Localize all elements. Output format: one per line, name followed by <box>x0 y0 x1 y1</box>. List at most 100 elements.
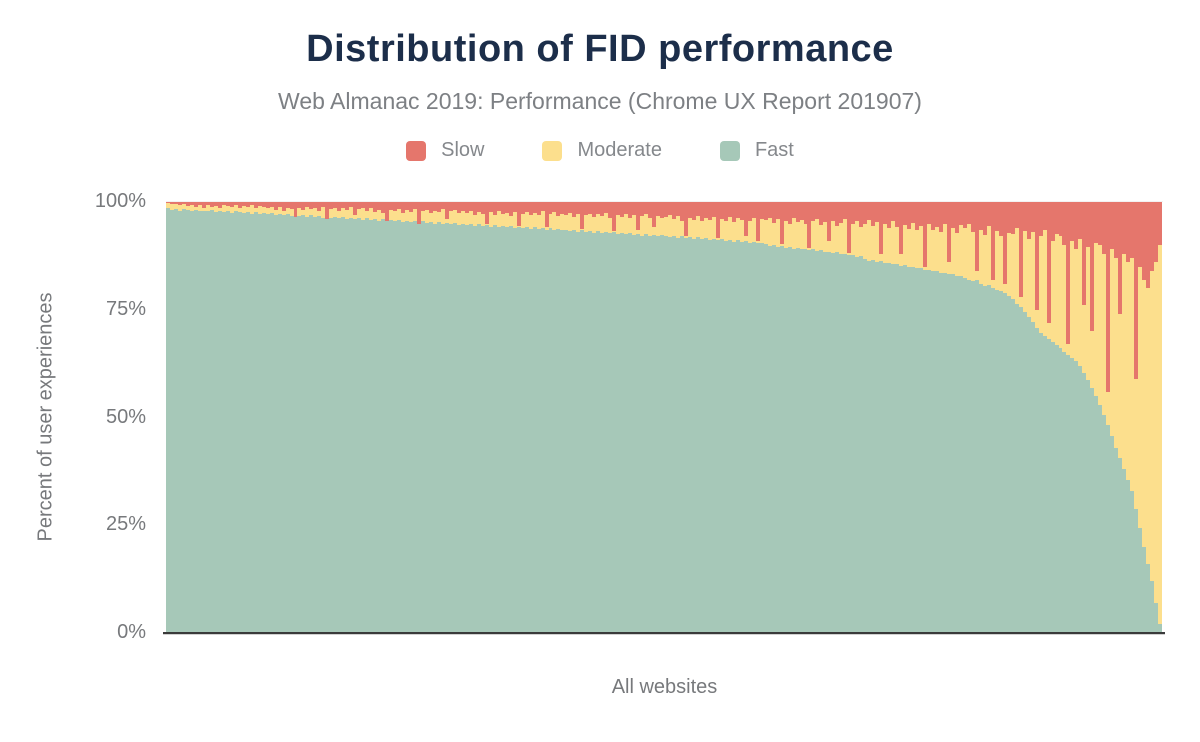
moderate-segment <box>249 205 254 214</box>
moderate-segment <box>751 217 756 242</box>
slow-segment <box>620 202 625 217</box>
slow-segment <box>540 202 545 212</box>
slow-segment <box>799 202 804 220</box>
moderate-segment <box>373 212 378 219</box>
moderate-segment <box>297 207 302 217</box>
stacked-bar <box>831 202 836 633</box>
slow-segment <box>468 202 473 212</box>
fast-segment <box>1026 316 1031 633</box>
moderate-segment <box>508 215 513 227</box>
stacked-bar <box>715 202 720 633</box>
slow-segment <box>484 202 489 224</box>
moderate-segment <box>225 206 230 212</box>
stacked-bar <box>811 202 816 633</box>
fast-segment <box>197 211 202 633</box>
slow-segment <box>373 202 378 213</box>
moderate-segment <box>285 208 290 215</box>
stacked-bar <box>1130 202 1135 633</box>
moderate-segment <box>1078 238 1083 366</box>
fast-segment <box>707 239 712 633</box>
fast-segment <box>361 219 366 633</box>
stacked-bar <box>496 202 501 633</box>
stacked-bar <box>791 202 796 633</box>
fast-swatch-icon <box>719 140 740 161</box>
fast-segment <box>1074 361 1079 633</box>
moderate-segment <box>1050 240 1055 342</box>
moderate-segment <box>1150 270 1155 582</box>
fast-segment <box>927 269 931 633</box>
slow-segment <box>791 202 796 219</box>
slow-segment <box>177 202 182 205</box>
slow-segment <box>269 202 274 207</box>
slow-segment <box>325 202 330 220</box>
fast-segment <box>954 276 959 633</box>
fast-segment <box>946 274 951 633</box>
stacked-bar <box>931 202 935 633</box>
stacked-bar <box>209 202 214 633</box>
stacked-bar <box>1014 202 1019 633</box>
fast-segment <box>1098 404 1103 633</box>
moderate-segment <box>413 209 418 221</box>
stacked-bar <box>1026 202 1031 633</box>
stacked-bar <box>217 202 222 633</box>
moderate-segment <box>819 225 824 251</box>
moderate-segment <box>1070 240 1075 358</box>
stacked-bar <box>488 202 493 633</box>
fast-segment <box>1138 527 1143 633</box>
moderate-segment <box>532 213 537 228</box>
fast-segment <box>432 223 437 633</box>
moderate-segment <box>763 220 768 245</box>
stacked-bar <box>871 202 876 633</box>
moderate-segment <box>353 214 358 220</box>
fast-segment <box>950 274 955 633</box>
moderate-segment <box>974 270 979 281</box>
stacked-bar <box>652 202 657 633</box>
fast-segment <box>652 234 657 633</box>
moderate-segment <box>233 205 238 212</box>
moderate-segment <box>915 229 920 269</box>
slow-segment <box>978 202 983 230</box>
slow-segment <box>448 202 453 212</box>
stacked-bar <box>325 202 330 633</box>
stacked-bar <box>1066 202 1071 633</box>
fast-segment <box>640 235 645 633</box>
moderate-segment <box>237 208 242 213</box>
slow-segment <box>225 202 230 207</box>
stacked-bar <box>911 202 916 633</box>
stacked-bar <box>321 202 326 633</box>
moderate-segment <box>648 218 653 237</box>
moderate-segment <box>779 243 784 246</box>
stacked-bar <box>727 202 732 633</box>
moderate-segment <box>221 205 226 213</box>
stacked-bar <box>743 202 748 633</box>
slow-segment <box>460 202 465 212</box>
stacked-bar <box>962 202 967 633</box>
stacked-bar <box>508 202 513 633</box>
stacked-bar <box>428 202 433 633</box>
stacked-bar <box>787 202 792 633</box>
moderate-segment <box>1066 344 1071 355</box>
stacked-bar <box>504 202 509 633</box>
slow-segment <box>1018 202 1023 297</box>
moderate-segment <box>1054 233 1059 345</box>
stacked-bar <box>600 202 605 633</box>
stacked-bar <box>413 202 418 633</box>
moderate-segment <box>723 220 728 241</box>
fast-segment <box>699 239 704 633</box>
moderate-segment <box>624 214 629 235</box>
moderate-segment <box>1082 305 1087 373</box>
stacked-bar <box>369 202 374 633</box>
fast-segment <box>173 208 178 633</box>
moderate-segment <box>1098 245 1103 405</box>
moderate-segment <box>1106 391 1111 426</box>
moderate-segment <box>309 209 314 216</box>
stacked-bar <box>1106 202 1111 633</box>
slow-segment <box>189 202 194 205</box>
moderate-segment <box>923 266 928 270</box>
stacked-bar <box>329 202 334 633</box>
moderate-segment <box>1022 231 1027 313</box>
moderate-segment <box>257 206 262 215</box>
fast-segment <box>281 215 286 633</box>
moderate-segment <box>907 228 912 268</box>
stacked-bar <box>568 202 573 633</box>
